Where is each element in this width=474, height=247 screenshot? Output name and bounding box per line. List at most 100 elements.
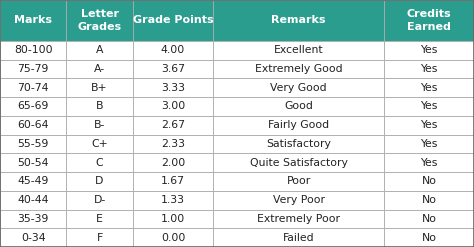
Bar [384, 97, 474, 116]
Text: 70-74: 70-74 [18, 83, 49, 93]
Bar [0, 116, 66, 135]
Bar [66, 78, 133, 97]
Bar [213, 209, 384, 228]
Text: Yes: Yes [420, 83, 438, 93]
Text: Satisfactory: Satisfactory [266, 139, 331, 149]
Text: Very Good: Very Good [270, 83, 327, 93]
Bar [213, 97, 384, 116]
Text: C+: C+ [91, 139, 108, 149]
Bar [384, 116, 474, 135]
Text: Failed: Failed [283, 233, 314, 243]
Text: No: No [421, 176, 437, 186]
Bar [66, 135, 133, 153]
Text: No: No [421, 214, 437, 224]
Bar [66, 97, 133, 116]
Bar [213, 172, 384, 191]
Bar [213, 60, 384, 78]
Bar [133, 41, 213, 60]
Text: 1.00: 1.00 [161, 214, 185, 224]
Bar [0, 191, 66, 209]
Bar [66, 172, 133, 191]
Bar [133, 228, 213, 247]
Bar [133, 0, 213, 41]
Bar [0, 41, 66, 60]
Text: A-: A- [94, 64, 105, 74]
Bar [384, 209, 474, 228]
Text: Remarks: Remarks [272, 15, 326, 25]
Bar [133, 116, 213, 135]
Text: 4.00: 4.00 [161, 45, 185, 55]
Bar [213, 116, 384, 135]
Text: Fairly Good: Fairly Good [268, 120, 329, 130]
Text: 80-100: 80-100 [14, 45, 53, 55]
Bar [133, 172, 213, 191]
Bar [213, 153, 384, 172]
Text: 45-49: 45-49 [18, 176, 49, 186]
Text: 2.00: 2.00 [161, 158, 185, 168]
Bar [0, 0, 66, 41]
Bar [213, 135, 384, 153]
Text: Extremely Poor: Extremely Poor [257, 214, 340, 224]
Bar [66, 41, 133, 60]
Text: 3.67: 3.67 [161, 64, 185, 74]
Bar [0, 60, 66, 78]
Bar [384, 60, 474, 78]
Text: A: A [96, 45, 103, 55]
Bar [384, 153, 474, 172]
Text: 55-59: 55-59 [18, 139, 49, 149]
Text: Yes: Yes [420, 139, 438, 149]
Bar [66, 116, 133, 135]
Text: 1.67: 1.67 [161, 176, 185, 186]
Bar [213, 191, 384, 209]
Text: Yes: Yes [420, 101, 438, 111]
Text: 35-39: 35-39 [18, 214, 49, 224]
Text: Grade Points: Grade Points [133, 15, 213, 25]
Bar [0, 135, 66, 153]
Text: 3.00: 3.00 [161, 101, 185, 111]
Text: Excellent: Excellent [274, 45, 323, 55]
Text: No: No [421, 233, 437, 243]
Text: 50-54: 50-54 [18, 158, 49, 168]
Text: Very Poor: Very Poor [273, 195, 325, 205]
Bar [213, 228, 384, 247]
Text: Quite Satisfactory: Quite Satisfactory [250, 158, 347, 168]
Text: Marks: Marks [14, 15, 52, 25]
Text: Yes: Yes [420, 45, 438, 55]
Bar [133, 191, 213, 209]
Text: 0.00: 0.00 [161, 233, 185, 243]
Text: Letter
Grades: Letter Grades [77, 9, 122, 32]
Text: 1.33: 1.33 [161, 195, 185, 205]
Bar [384, 135, 474, 153]
Bar [133, 78, 213, 97]
Bar [384, 191, 474, 209]
Text: Good: Good [284, 101, 313, 111]
Bar [0, 209, 66, 228]
Text: 75-79: 75-79 [18, 64, 49, 74]
Bar [0, 172, 66, 191]
Text: C: C [96, 158, 103, 168]
Bar [213, 78, 384, 97]
Bar [0, 153, 66, 172]
Text: 2.67: 2.67 [161, 120, 185, 130]
Text: 0-34: 0-34 [21, 233, 46, 243]
Bar [213, 0, 384, 41]
Bar [133, 60, 213, 78]
Text: Extremely Good: Extremely Good [255, 64, 342, 74]
Text: Yes: Yes [420, 120, 438, 130]
Bar [133, 209, 213, 228]
Text: E: E [96, 214, 103, 224]
Bar [0, 228, 66, 247]
Bar [213, 41, 384, 60]
Text: 2.33: 2.33 [161, 139, 185, 149]
Bar [66, 191, 133, 209]
Bar [133, 135, 213, 153]
Bar [133, 97, 213, 116]
Text: 40-44: 40-44 [18, 195, 49, 205]
Bar [133, 153, 213, 172]
Bar [66, 153, 133, 172]
Text: Yes: Yes [420, 158, 438, 168]
Bar [0, 97, 66, 116]
Text: 60-64: 60-64 [18, 120, 49, 130]
Text: Credits
Earned: Credits Earned [407, 9, 451, 32]
Text: D: D [95, 176, 104, 186]
